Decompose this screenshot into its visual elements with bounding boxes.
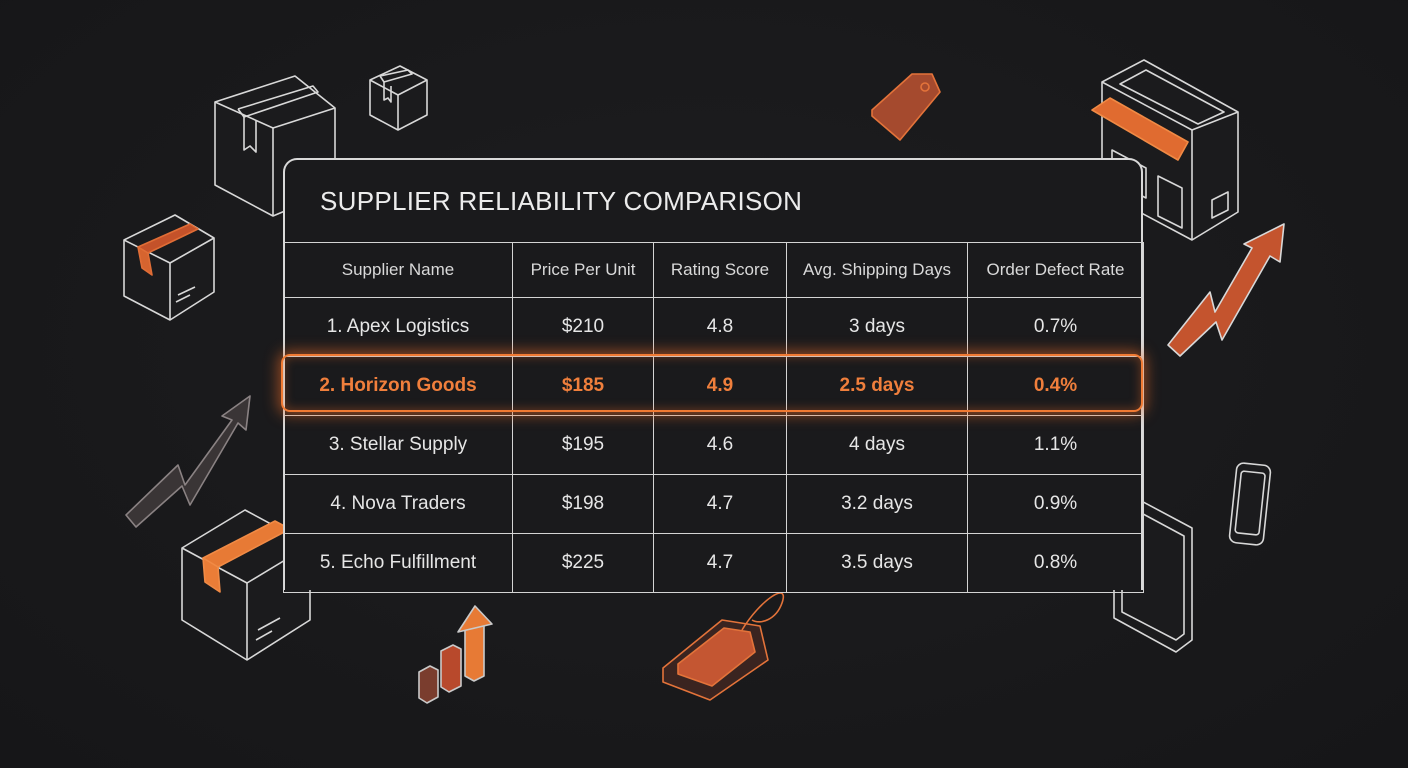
table-row: 1. Apex Logistics $210 4.8 3 days 0.7% — [283, 297, 1144, 357]
price-tag-icon — [662, 592, 785, 701]
trend-arrow-icon — [1167, 223, 1285, 357]
shipping-cell: 2.5 days — [786, 356, 968, 416]
shipping-cell: 3.2 days — [786, 474, 968, 534]
rating-cell: 4.9 — [653, 356, 787, 416]
supplier-name-cell: 3. Stellar Supply — [283, 415, 513, 475]
table-row: 3. Stellar Supply $195 4.6 4 days 1.1% — [283, 415, 1144, 475]
defect-cell: 0.7% — [967, 297, 1144, 357]
table-row: 5. Echo Fulfillment $225 4.7 3.5 days 0.… — [283, 533, 1144, 593]
defect-cell: 0.4% — [967, 356, 1144, 416]
bar-chart-icon — [418, 605, 493, 704]
price-cell: $185 — [512, 356, 654, 416]
supplier-name-cell: 4. Nova Traders — [283, 474, 513, 534]
column-header-defect-rate: Order Defect Rate — [967, 242, 1144, 298]
supplier-name-cell: 5. Echo Fulfillment — [283, 533, 513, 593]
defect-cell: 0.9% — [967, 474, 1144, 534]
shipping-cell: 3 days — [786, 297, 968, 357]
price-cell: $198 — [512, 474, 654, 534]
supplier-name-cell: 2. Horizon Goods — [283, 356, 513, 416]
table-row-highlighted: 2. Horizon Goods $185 4.9 2.5 days 0.4% — [283, 356, 1144, 416]
supplier-name-cell: 1. Apex Logistics — [283, 297, 513, 357]
price-cell: $210 — [512, 297, 654, 357]
column-header-price-per-unit: Price Per Unit — [512, 242, 654, 298]
supplier-table: Supplier Name Price Per Unit Rating Scor… — [283, 242, 1144, 593]
comparison-card: SUPPLIER RELIABILITY COMPARISON Supplier… — [283, 158, 1144, 593]
box-icon — [181, 509, 311, 661]
rating-cell: 4.7 — [653, 533, 787, 593]
table-title: SUPPLIER RELIABILITY COMPARISON — [320, 186, 803, 216]
price-tag-icon — [871, 73, 941, 141]
column-header-rating-score: Rating Score — [653, 242, 787, 298]
shipping-cell: 4 days — [786, 415, 968, 475]
price-cell: $225 — [512, 533, 654, 593]
rating-cell: 4.7 — [653, 474, 787, 534]
rating-cell: 4.8 — [653, 297, 787, 357]
box-icon — [369, 65, 428, 131]
column-header-supplier-name: Supplier Name — [283, 242, 513, 298]
box-icon — [123, 214, 215, 321]
shipping-cell: 3.5 days — [786, 533, 968, 593]
table-header-row: Supplier Name Price Per Unit Rating Scor… — [283, 242, 1144, 298]
trend-arrow-icon — [125, 395, 251, 528]
defect-cell: 0.8% — [967, 533, 1144, 593]
rating-cell: 4.6 — [653, 415, 787, 475]
table-row: 4. Nova Traders $198 4.7 3.2 days 0.9% — [283, 474, 1144, 534]
defect-cell: 1.1% — [967, 415, 1144, 475]
price-cell: $195 — [512, 415, 654, 475]
column-header-shipping-days: Avg. Shipping Days — [786, 242, 968, 298]
smartphone-icon — [1228, 462, 1272, 546]
